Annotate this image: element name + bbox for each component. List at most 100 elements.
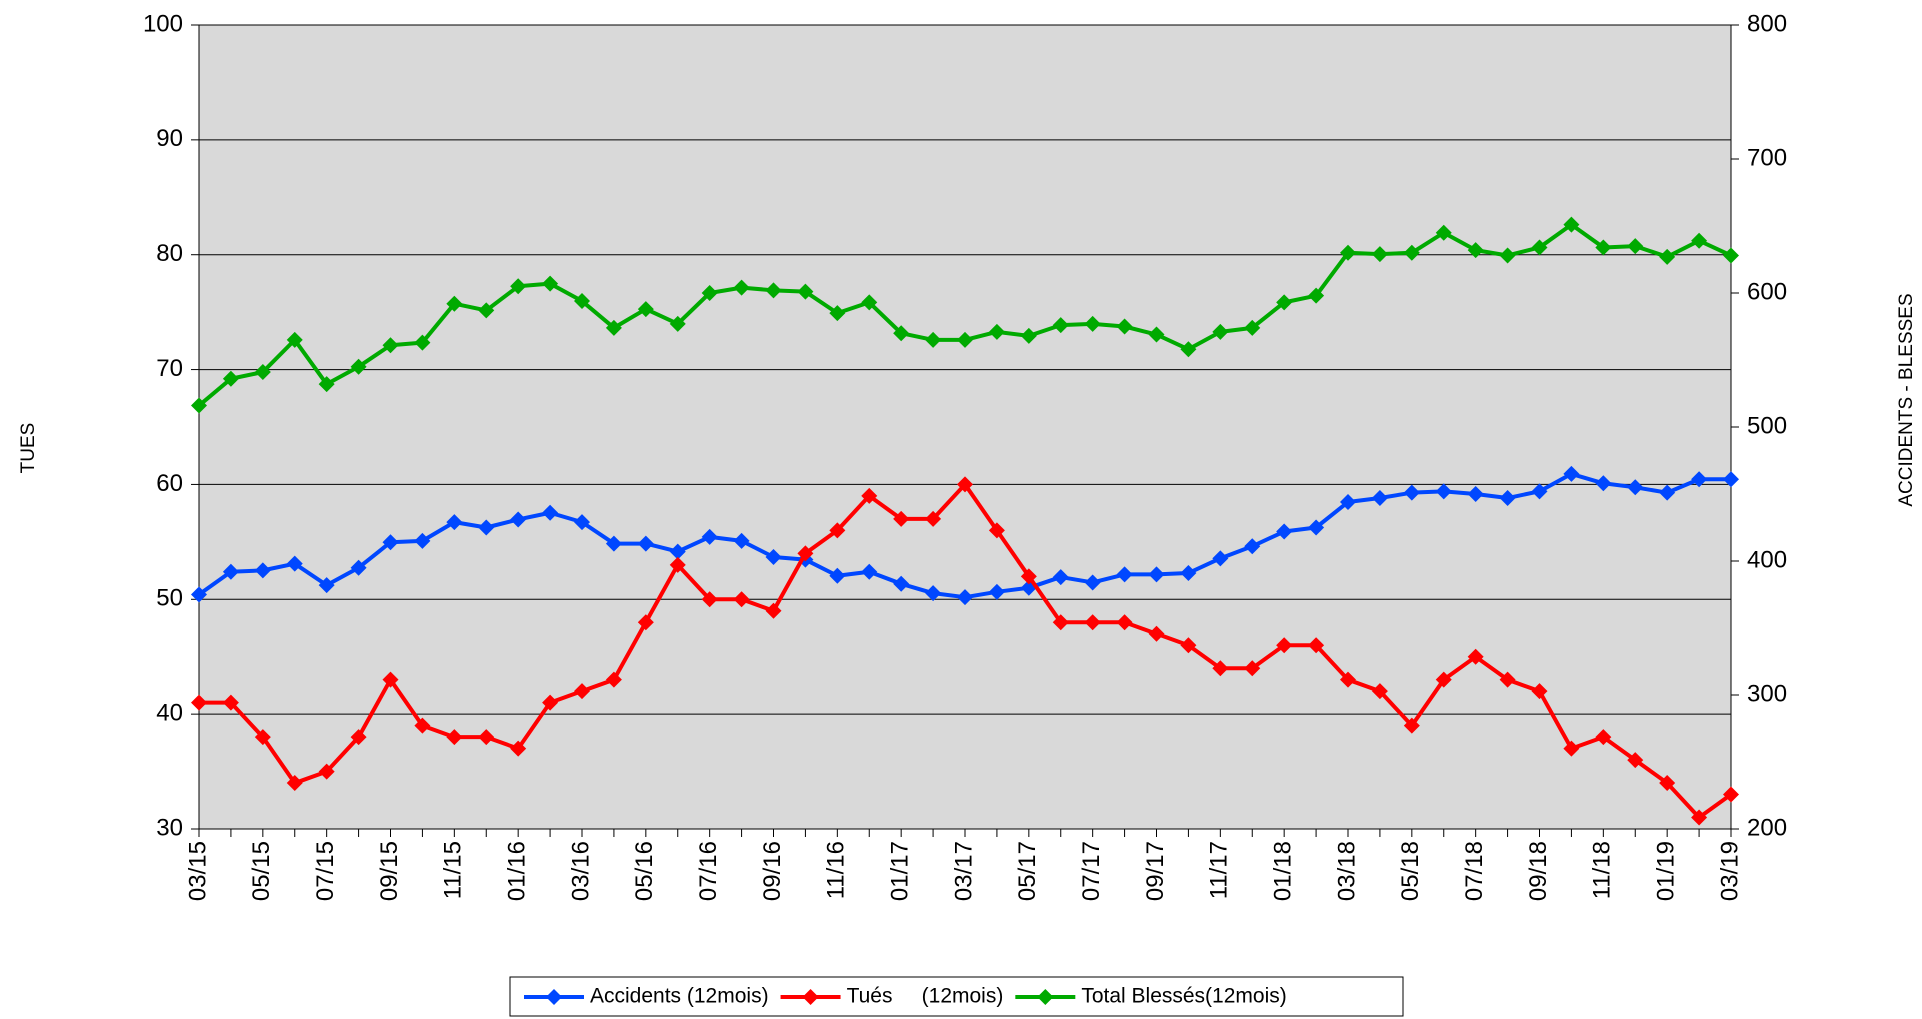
data-point [446, 729, 463, 746]
data-point [893, 510, 910, 527]
data-point [382, 337, 399, 354]
y2-tick-label: 500 [1747, 412, 1787, 439]
y2-tick-label: 700 [1747, 144, 1787, 171]
data-point [669, 556, 686, 573]
y-tick-label: 40 [156, 699, 183, 726]
x-tick-label: 07/15 [312, 841, 339, 901]
data-point [1659, 248, 1676, 265]
data-point [797, 283, 814, 300]
data-point [1467, 648, 1484, 665]
data-point [510, 740, 527, 757]
data-point [1052, 614, 1069, 631]
data-point [988, 583, 1005, 600]
data-point [446, 514, 463, 531]
y-tick-label: 80 [156, 240, 183, 267]
x-tick-label: 03/19 [1716, 841, 1743, 901]
data-point [1691, 232, 1708, 249]
data-point [1403, 717, 1420, 734]
data-point [1276, 523, 1293, 540]
data-point [1116, 318, 1133, 335]
data-point [542, 504, 559, 521]
data-point [861, 487, 878, 504]
data-point [1180, 341, 1197, 358]
data-point [1276, 637, 1293, 654]
legend-marker [1037, 989, 1054, 1005]
data-point [1531, 483, 1548, 500]
data-point [414, 717, 431, 734]
data-point [1340, 671, 1356, 688]
x-tick-label: 03/16 [567, 841, 594, 901]
data-point [605, 671, 622, 688]
data-point [988, 323, 1005, 340]
y-tick-label: 100 [143, 10, 183, 37]
data-point [1691, 809, 1708, 826]
data-point [318, 577, 335, 594]
data-point [669, 543, 686, 560]
data-point [1084, 315, 1101, 332]
x-tick-label: 09/17 [1142, 841, 1169, 901]
y2-tick-label: 300 [1747, 680, 1787, 707]
data-point [574, 683, 590, 700]
x-tick-label: 05/17 [1014, 841, 1041, 901]
data-point [1627, 238, 1644, 255]
x-tick-label: 11/18 [1589, 841, 1616, 899]
data-point [1659, 775, 1676, 792]
data-point [1052, 569, 1069, 586]
data-point [1244, 660, 1261, 677]
data-point [1435, 483, 1452, 500]
data-point [1148, 625, 1165, 642]
data-point [733, 279, 750, 296]
data-point [701, 528, 718, 545]
x-tick-label: 01/17 [887, 841, 914, 901]
data-point [1403, 244, 1420, 261]
legend-label: Tués (12mois) [847, 985, 1004, 1008]
data-point [254, 729, 271, 746]
data-point [1371, 683, 1388, 700]
data-point [191, 694, 207, 711]
x-tick-label: 05/18 [1397, 841, 1424, 901]
x-tick-label: 09/16 [759, 841, 786, 901]
data-point [1563, 740, 1580, 757]
data-point [1467, 486, 1484, 502]
data-point [350, 358, 367, 375]
data-point [446, 295, 463, 312]
data-point [542, 275, 559, 292]
data-point [1595, 729, 1612, 746]
data-point [1627, 752, 1644, 769]
data-point [1723, 247, 1739, 264]
data-point [1595, 239, 1612, 256]
data-point [254, 562, 271, 579]
data-point [1403, 484, 1420, 501]
data-point [542, 694, 559, 711]
y-axis-title: TUES [18, 423, 39, 474]
data-point [510, 278, 527, 295]
data-point [765, 602, 782, 619]
x-tick-label: 07/17 [1078, 841, 1105, 901]
data-point [191, 397, 207, 414]
data-point [1084, 614, 1101, 631]
data-point [1595, 475, 1612, 492]
data-point [1435, 224, 1452, 241]
data-point [1499, 247, 1516, 264]
data-point [637, 535, 654, 552]
y-tick-label: 90 [156, 125, 183, 152]
data-point [1308, 519, 1325, 536]
data-point [637, 614, 654, 631]
data-point [1467, 242, 1484, 259]
data-point [637, 301, 654, 318]
data-point [350, 729, 367, 746]
data-point [1276, 294, 1293, 311]
data-point [414, 334, 431, 351]
x-tick-label: 03/18 [1333, 841, 1360, 901]
data-point [861, 294, 878, 311]
data-point [1371, 490, 1388, 507]
data-point [1659, 484, 1676, 501]
y2-tick-label: 600 [1747, 278, 1787, 305]
legend-box [509, 976, 1404, 1017]
data-point [605, 535, 622, 552]
data-point [1308, 287, 1325, 304]
y2-tick-label: 200 [1747, 814, 1787, 841]
data-point [318, 376, 335, 393]
data-point [574, 514, 590, 531]
legend-marker [802, 989, 819, 1005]
